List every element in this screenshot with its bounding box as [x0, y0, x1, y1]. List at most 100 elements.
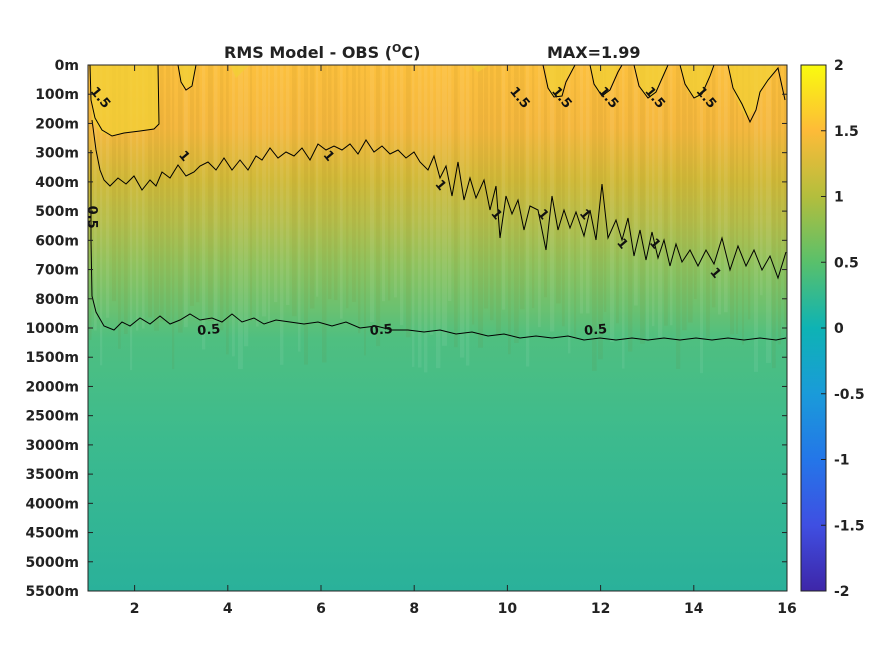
- heatmap-stripe: [118, 65, 121, 349]
- heatmap-stripe: [484, 65, 489, 309]
- heatmap-stripe: [472, 65, 475, 325]
- chart-title: RMS Model - OBS (OC): [224, 42, 420, 62]
- heatmap-stripe: [664, 65, 668, 326]
- colorbar-tick-label: -1.5: [834, 518, 865, 534]
- heatmap-stripe: [178, 65, 183, 333]
- y-tick-label: 700m: [35, 263, 79, 279]
- colorbar-tick-label: 2: [834, 58, 844, 74]
- heatmap-stripe: [508, 65, 511, 355]
- heatmap-stripe: [130, 65, 133, 371]
- heatmap-stripe: [256, 65, 259, 327]
- heatmap-stripe: [310, 65, 315, 309]
- heatmap-stripe: [568, 65, 571, 354]
- heatmap-stripe: [556, 65, 561, 304]
- heatmap-stripe: [712, 65, 716, 308]
- heatmap-stripe: [544, 65, 547, 298]
- y-tick-label: 800m: [35, 292, 79, 308]
- heatmap-stripe: [286, 65, 290, 306]
- heatmap-stripe: [766, 65, 771, 363]
- contour-label: 0.5: [369, 322, 393, 339]
- heatmap-stripe: [610, 65, 615, 343]
- contour-0.5: [90, 150, 787, 341]
- heatmap-stripe: [184, 65, 188, 328]
- heatmap-stripe: [634, 65, 638, 306]
- heatmap-stripe: [214, 65, 218, 331]
- colorbar-tick-label: -2: [834, 584, 850, 600]
- heatmap-stripe: [250, 65, 253, 321]
- heatmap-field: [88, 65, 787, 591]
- heatmap-stripe: [520, 65, 525, 310]
- heatmap-stripe: [460, 65, 465, 358]
- heatmap-stripe: [226, 65, 229, 355]
- heatmap-stripe: [724, 65, 728, 313]
- heatmap-stripe: [580, 65, 584, 314]
- y-axis-ticks: 0m 100m 200m 300m 400m 500m 600m 700m 800m 1000m 1…: [25, 58, 79, 600]
- x-tick-label: 6: [316, 601, 326, 617]
- heatmap-stripe: [496, 65, 501, 337]
- heatmap-stripe: [718, 65, 721, 315]
- colorbar: [800, 64, 827, 592]
- heatmap-stripe: [244, 65, 249, 347]
- x-tick-marks: [134, 65, 788, 591]
- heatmap-stripe: [100, 65, 103, 366]
- heatmap-stripe: [316, 65, 319, 297]
- heatmap-stripe: [88, 65, 92, 340]
- heatmap-stripe: [358, 65, 361, 334]
- heatmap-stripe: [730, 65, 734, 335]
- heatmap-stripe: [148, 65, 153, 318]
- heatmap-stripe: [274, 65, 278, 303]
- y-tick-label: 400m: [35, 175, 79, 191]
- x-tick-label: 4: [223, 601, 233, 617]
- y-tick-label: 500m: [35, 204, 79, 220]
- heatmap-stripe: [502, 65, 506, 310]
- heatmap-stripe: [106, 65, 110, 318]
- heatmap-stripe: [388, 65, 391, 301]
- heatmap-stripe: [112, 65, 116, 302]
- heatmap-stripe: [694, 65, 697, 300]
- y-tick-label: 1500m: [25, 350, 79, 366]
- heatmap-stripe: [298, 65, 301, 352]
- colorbar-tick-label: 1.5: [834, 124, 859, 140]
- y-tick-label: 300m: [35, 146, 79, 162]
- heatmap-stripe: [196, 65, 200, 303]
- heatmap-stripe: [232, 65, 235, 357]
- heatmap-stripe: [220, 65, 224, 331]
- y-tick-label: 3500m: [25, 467, 79, 483]
- heatmap-stripe: [604, 65, 607, 312]
- heatmap-stripe: [628, 65, 633, 352]
- heatmap-stripe: [670, 65, 673, 326]
- heatmap-stripe: [682, 65, 687, 331]
- heatmap-stripe: [268, 65, 271, 324]
- heatmap-stripe: [280, 65, 284, 365]
- heatmap-stripe: [652, 65, 655, 327]
- heatmap-stripe: [352, 65, 356, 302]
- y-tick-label: 600m: [35, 233, 79, 249]
- colorbar-tick-label: 0.5: [834, 255, 859, 271]
- heatmap-stripe: [700, 65, 704, 374]
- heatmap-stripe: [436, 65, 441, 369]
- heatmap-stripe: [262, 65, 267, 317]
- heatmap-stripe: [166, 65, 171, 324]
- plot-area: 1.5 1.5 1.5 1.5 1.5 1.51 111 1 11 110.50.5 0.5 0.5: [88, 65, 787, 591]
- heatmap-stripe: [784, 65, 787, 325]
- x-tick-label: 12: [591, 601, 610, 617]
- heatmap-stripe: [376, 65, 381, 347]
- heatmap-stripe: [190, 65, 194, 306]
- heatmap-stripe: [574, 65, 577, 338]
- heatmap-stripe: [430, 65, 434, 335]
- contour-label: 0.5: [197, 322, 221, 339]
- heatmap-stripe: [742, 65, 745, 345]
- y-tick-label: 1000m: [25, 321, 79, 337]
- x-tick-label: 10: [498, 601, 518, 617]
- heatmap-stripe: [400, 65, 404, 326]
- heatmap-stripe: [562, 65, 565, 327]
- heatmap-stripe: [370, 65, 375, 323]
- y-tick-label: 3000m: [25, 438, 79, 454]
- heatmap-stripe: [334, 65, 338, 301]
- contour-1.5: [89, 65, 786, 137]
- chart-max-label: MAX=1.99: [547, 43, 641, 62]
- heatmap-stripe: [640, 65, 645, 344]
- heatmap-stripe: [490, 65, 494, 321]
- heatmap-stripe: [364, 65, 367, 356]
- colorbar-tick-label: 1: [834, 190, 844, 206]
